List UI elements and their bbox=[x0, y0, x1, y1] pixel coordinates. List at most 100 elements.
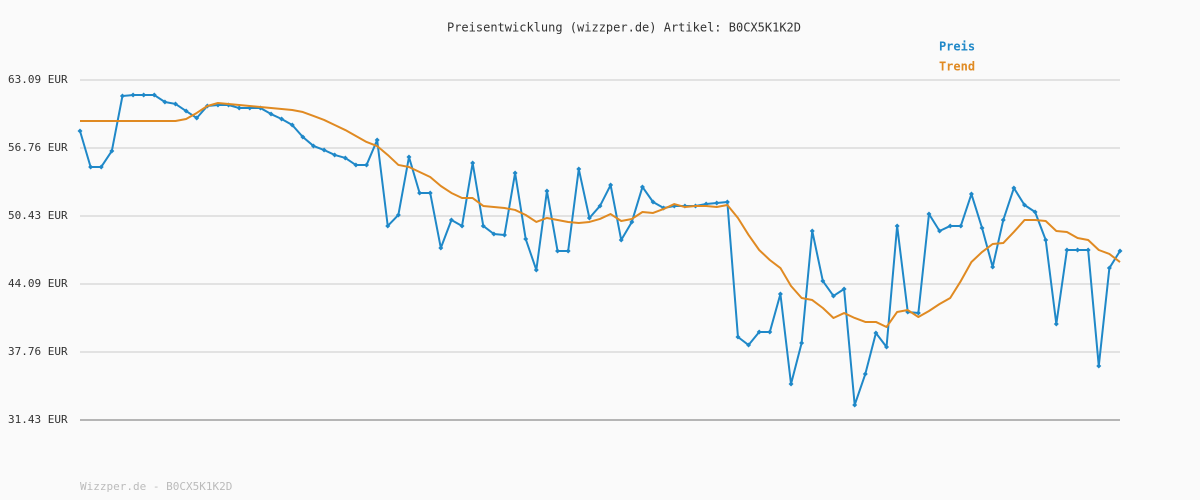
marker bbox=[820, 278, 826, 284]
marker bbox=[894, 223, 900, 229]
marker bbox=[141, 92, 147, 98]
marker bbox=[873, 330, 879, 336]
marker bbox=[173, 101, 179, 107]
marker bbox=[162, 99, 168, 105]
marker bbox=[926, 211, 932, 217]
marker bbox=[236, 105, 242, 111]
marker bbox=[395, 212, 401, 218]
marker bbox=[1011, 185, 1017, 191]
marker bbox=[990, 264, 996, 270]
marker bbox=[406, 154, 412, 160]
legend-label: Trend bbox=[939, 60, 975, 74]
marker bbox=[915, 310, 921, 316]
y-tick-label: 31.43 EUR bbox=[8, 413, 68, 426]
marker bbox=[385, 223, 391, 229]
marker bbox=[608, 182, 614, 188]
marker bbox=[1117, 248, 1123, 254]
marker bbox=[884, 344, 890, 350]
marker bbox=[618, 237, 624, 243]
marker bbox=[544, 188, 550, 194]
marker bbox=[459, 223, 465, 229]
chart-title: Preisentwicklung (wizzper.de) Artikel: B… bbox=[447, 21, 801, 35]
marker bbox=[501, 232, 507, 238]
marker bbox=[470, 160, 476, 166]
marker bbox=[1075, 247, 1081, 253]
marker bbox=[565, 248, 571, 254]
marker bbox=[650, 199, 656, 205]
marker bbox=[958, 223, 964, 229]
marker bbox=[724, 199, 730, 205]
marker bbox=[364, 162, 370, 168]
marker bbox=[119, 93, 125, 99]
marker bbox=[321, 147, 327, 153]
marker bbox=[1064, 247, 1070, 253]
marker bbox=[300, 134, 306, 140]
marker bbox=[1043, 237, 1049, 243]
legend-label: Preis bbox=[939, 40, 975, 54]
y-tick-label: 44.09 EUR bbox=[8, 277, 68, 290]
marker bbox=[438, 245, 444, 251]
marker bbox=[830, 293, 836, 299]
marker bbox=[427, 190, 433, 196]
marker bbox=[88, 164, 94, 170]
marker bbox=[1032, 209, 1038, 215]
marker bbox=[597, 203, 603, 209]
marker bbox=[968, 191, 974, 197]
marker bbox=[310, 143, 316, 149]
marker bbox=[353, 162, 359, 168]
marker bbox=[746, 342, 752, 348]
marker bbox=[555, 248, 561, 254]
marker bbox=[767, 329, 773, 335]
marker bbox=[629, 219, 635, 225]
marker bbox=[1096, 363, 1102, 369]
marker bbox=[809, 228, 815, 234]
series-line bbox=[80, 101, 1121, 328]
footer: Wizzper.de - B0CX5K1K2D bbox=[80, 480, 232, 493]
marker bbox=[151, 92, 157, 98]
marker bbox=[183, 108, 189, 114]
marker bbox=[1053, 321, 1059, 327]
marker bbox=[947, 223, 953, 229]
marker bbox=[862, 371, 868, 377]
y-tick-label: 37.76 EUR bbox=[8, 345, 68, 358]
marker bbox=[1085, 247, 1091, 253]
marker bbox=[1021, 202, 1027, 208]
marker bbox=[777, 291, 783, 297]
marker bbox=[735, 334, 741, 340]
y-tick-label: 50.43 EUR bbox=[8, 209, 68, 222]
marker bbox=[77, 128, 83, 134]
marker bbox=[130, 92, 136, 98]
marker bbox=[979, 225, 985, 231]
marker bbox=[714, 200, 720, 206]
marker bbox=[374, 137, 380, 143]
marker bbox=[289, 122, 295, 128]
marker bbox=[268, 111, 274, 117]
y-tick-label: 56.76 EUR bbox=[8, 141, 68, 154]
marker bbox=[1000, 217, 1006, 223]
marker bbox=[448, 217, 454, 223]
marker bbox=[342, 155, 348, 161]
marker bbox=[788, 381, 794, 387]
marker bbox=[480, 223, 486, 229]
marker bbox=[937, 228, 943, 234]
y-tick-label: 63.09 EUR bbox=[8, 73, 68, 86]
marker bbox=[1106, 265, 1112, 271]
marker bbox=[852, 402, 858, 408]
marker bbox=[279, 116, 285, 122]
marker bbox=[491, 231, 497, 237]
marker bbox=[98, 164, 104, 170]
marker bbox=[533, 267, 539, 273]
marker bbox=[799, 340, 805, 346]
marker bbox=[332, 152, 338, 158]
marker bbox=[523, 236, 529, 242]
marker bbox=[512, 170, 518, 176]
marker bbox=[576, 166, 582, 172]
marker bbox=[756, 329, 762, 335]
marker bbox=[417, 190, 423, 196]
marker bbox=[841, 286, 847, 292]
marker bbox=[109, 148, 115, 154]
marker bbox=[586, 215, 592, 221]
marker bbox=[639, 184, 645, 190]
